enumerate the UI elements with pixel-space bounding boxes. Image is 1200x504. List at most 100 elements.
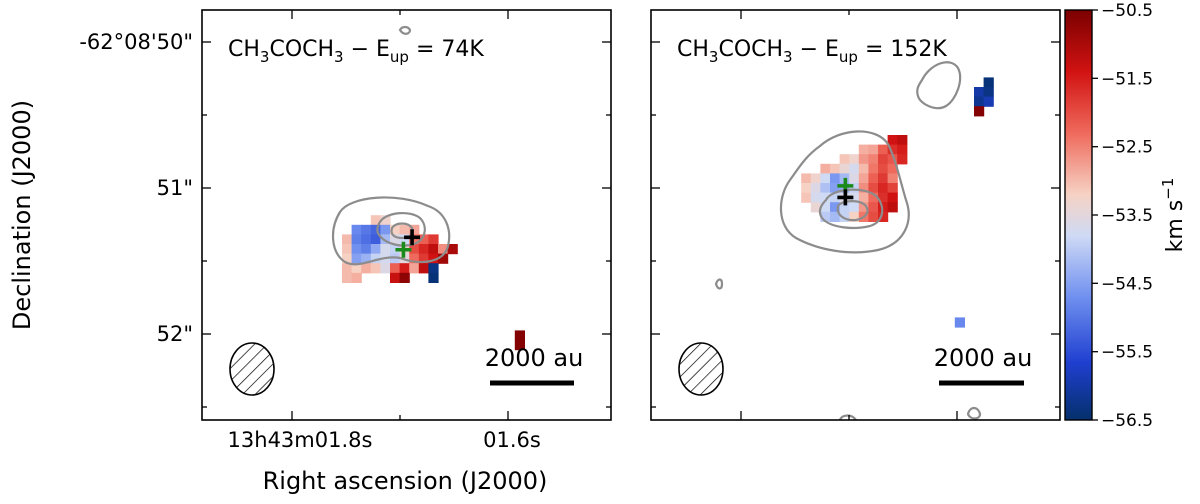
ticks-left bbox=[202, 10, 611, 420]
velocity-pixel bbox=[361, 253, 372, 264]
velocity-pixel bbox=[868, 183, 879, 194]
velocity-pixel bbox=[849, 154, 860, 165]
velocity-pixel bbox=[351, 272, 362, 283]
axes-frame-right bbox=[650, 9, 1061, 421]
velocity-pixel bbox=[447, 244, 458, 255]
velocity-pixel bbox=[868, 202, 879, 213]
velocity-pixel bbox=[418, 234, 429, 245]
velocity-pixel bbox=[983, 77, 994, 88]
velocity-pixel bbox=[858, 192, 869, 203]
velocity-pixel bbox=[409, 234, 420, 245]
velocity-pixel bbox=[887, 154, 898, 165]
velocity-pixel bbox=[370, 224, 381, 235]
velocity-pixel bbox=[351, 253, 362, 264]
source-marker-green bbox=[395, 241, 412, 258]
velocity-pixel bbox=[974, 87, 985, 98]
contour-outer-right bbox=[779, 130, 910, 254]
velocity-pixel bbox=[849, 211, 860, 222]
panel-title-right: CH3COCH3 − Eup = 152K bbox=[677, 37, 947, 66]
colorbar-ticks: −50.5 −51.5 −52.5 −53.5 −54.5 −55.5 −56.5 bbox=[1092, 1, 1153, 431]
velocity-pixel bbox=[830, 211, 841, 222]
contour-speck-right bbox=[714, 278, 724, 290]
velocity-pixel bbox=[418, 263, 429, 274]
velocity-pixel bbox=[878, 144, 889, 155]
velocity-pixel bbox=[830, 183, 841, 194]
velocity-pixel bbox=[351, 234, 362, 245]
velocity-pixel bbox=[858, 154, 869, 165]
beam-left bbox=[229, 342, 275, 396]
velocity-pixel bbox=[351, 244, 362, 255]
velocity-pixel bbox=[878, 173, 889, 184]
velocity-pixel bbox=[428, 244, 439, 255]
colorbar-tick-label: −56.5 bbox=[1101, 411, 1153, 431]
velocity-pixel bbox=[858, 173, 869, 184]
velocity-pixel bbox=[974, 96, 985, 107]
velocity-pixel bbox=[409, 224, 420, 235]
velocity-pixel bbox=[954, 317, 965, 328]
velocity-pixel bbox=[849, 163, 860, 174]
velocity-pixel bbox=[858, 163, 869, 174]
velocity-pixel bbox=[380, 244, 391, 255]
x-axis-title: Right ascension (J2000) bbox=[263, 467, 548, 495]
colorbar-tick-label: −55.5 bbox=[1101, 343, 1153, 363]
panel-right: 2000 au CH3COCH3 − Eup = 152K bbox=[650, 9, 1061, 421]
velocity-pixel bbox=[409, 253, 420, 264]
velocity-pixel bbox=[399, 224, 410, 235]
contour-mid-right bbox=[818, 188, 884, 229]
velocity-pixel bbox=[897, 144, 908, 155]
velocity-pixel bbox=[514, 340, 525, 351]
colorbar-gradient bbox=[1064, 9, 1093, 421]
velocity-pixel bbox=[801, 183, 812, 194]
velocity-pixel bbox=[390, 272, 401, 283]
velocity-pixel bbox=[878, 154, 889, 165]
velocity-pixel bbox=[390, 244, 401, 255]
velocity-pixel bbox=[351, 224, 362, 235]
source-marker-black bbox=[837, 189, 854, 206]
velocity-pixel bbox=[897, 154, 908, 165]
y-tick-label: -62°08'50" bbox=[79, 30, 193, 54]
velocity-pixel bbox=[361, 234, 372, 245]
x-tick-label: 13h43m01.8s bbox=[228, 428, 373, 452]
velocity-pixel bbox=[390, 263, 401, 274]
velocity-map-right bbox=[801, 77, 994, 328]
velocity-pixel bbox=[887, 202, 898, 213]
velocity-pixel bbox=[361, 224, 372, 235]
velocity-pixel bbox=[810, 183, 821, 194]
velocity-pixel bbox=[830, 192, 841, 203]
velocity-pixel bbox=[839, 202, 850, 213]
velocity-pixel bbox=[878, 192, 889, 203]
velocity-pixel bbox=[983, 96, 994, 107]
velocity-pixel bbox=[810, 192, 821, 203]
colorbar: −50.5 −51.5 −52.5 −53.5 −54.5 −55.5 −56.5 km s… bbox=[1064, 1, 1188, 431]
velocity-pixel bbox=[438, 244, 449, 255]
axes-frame-left bbox=[201, 9, 612, 421]
velocity-pixel bbox=[399, 234, 410, 245]
colorbar-tick-label: −50.5 bbox=[1101, 1, 1153, 21]
velocity-pixel bbox=[370, 215, 381, 226]
crosses-left bbox=[395, 229, 421, 258]
ticks-right bbox=[651, 10, 1060, 420]
contour-mid-left bbox=[376, 212, 426, 247]
colorbar-tick-label: −53.5 bbox=[1101, 206, 1153, 226]
velocity-pixel bbox=[887, 135, 898, 146]
crosses-right bbox=[837, 177, 854, 206]
velocity-pixel bbox=[820, 163, 831, 174]
velocity-pixel bbox=[868, 173, 879, 184]
velocity-pixel bbox=[370, 234, 381, 245]
velocity-pixel bbox=[830, 173, 841, 184]
velocity-pixel bbox=[380, 215, 391, 226]
velocity-pixel bbox=[887, 183, 898, 194]
velocity-pixel bbox=[428, 253, 439, 264]
velocity-pixel bbox=[342, 244, 353, 255]
velocity-pixel bbox=[849, 192, 860, 203]
velocity-pixel bbox=[839, 211, 850, 222]
velocity-pixel bbox=[370, 253, 381, 264]
velocity-pixel bbox=[801, 173, 812, 184]
contour-companion-right bbox=[916, 61, 962, 110]
velocity-pixel bbox=[868, 144, 879, 155]
contours-right bbox=[714, 61, 982, 420]
velocity-pixel bbox=[820, 183, 831, 194]
velocity-pixel bbox=[342, 234, 353, 245]
velocity-pixel bbox=[380, 224, 391, 235]
